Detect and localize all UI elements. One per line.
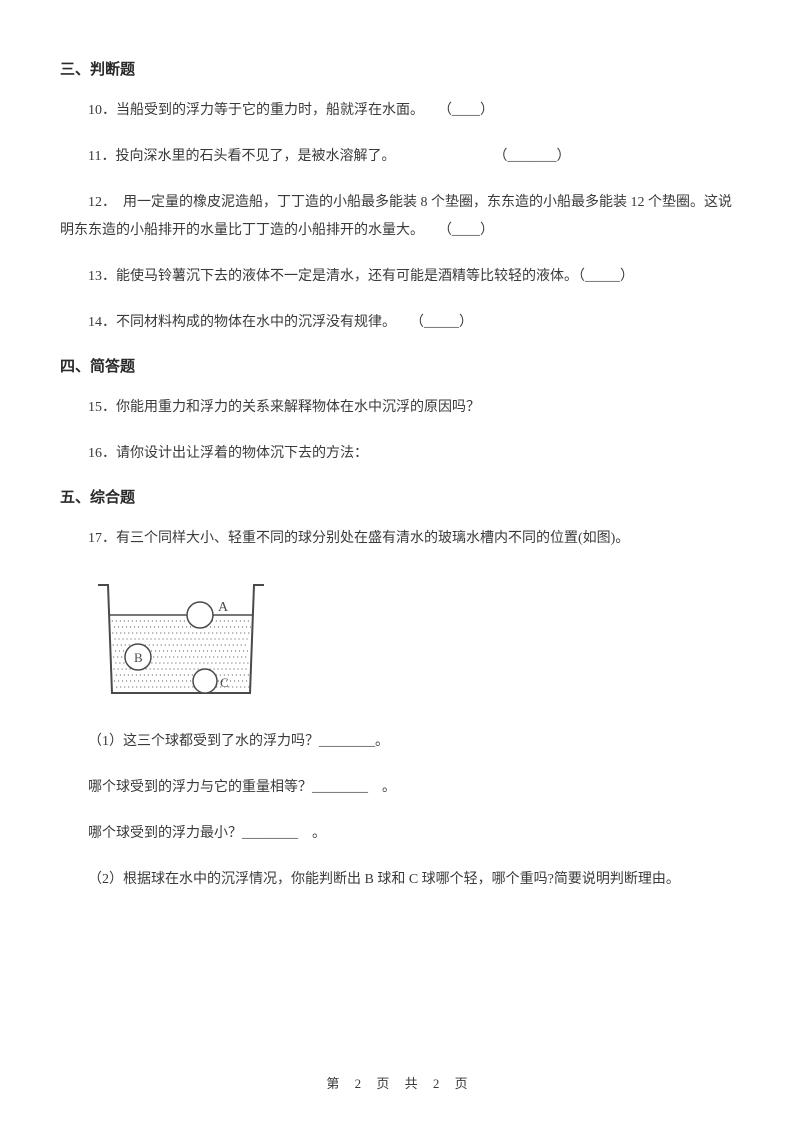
question-17-1c: 哪个球受到的浮力最小？________ 。 <box>60 820 740 848</box>
beaker-svg: A B C <box>90 573 275 703</box>
question-13: 13．能使马铃薯沉下去的液体不一定是清水，还有可能是酒精等比较轻的液体。（___… <box>60 263 740 291</box>
svg-text:B: B <box>134 650 143 665</box>
svg-text:A: A <box>218 600 229 615</box>
question-11: 11．投向深水里的石头看不见了，是被水溶解了。 （_______） <box>60 143 740 171</box>
page-footer: 第 2 页 共 2 页 <box>0 1073 800 1092</box>
section-3-title: 三、判断题 <box>60 58 740 79</box>
question-12-text: 12． 用一定量的橡皮泥造船，丁丁造的小船最多能装 8 个垫圈，东东造的小船最多… <box>60 195 732 238</box>
section-4-title: 四、简答题 <box>60 355 740 376</box>
question-16: 16．请你设计出让浮着的物体沉下去的方法： <box>60 440 740 468</box>
question-17: 17．有三个同样大小、轻重不同的球分别处在盛有清水的玻璃水槽内不同的位置(如图)… <box>60 525 740 553</box>
section-5-title: 五、综合题 <box>60 486 740 507</box>
question-10: 10．当船受到的浮力等于它的重力时，船就浮在水面。 （____） <box>60 97 740 125</box>
question-12: 12． 用一定量的橡皮泥造船，丁丁造的小船最多能装 8 个垫圈，东东造的小船最多… <box>60 189 740 245</box>
question-17-2: （2）根据球在水中的沉浮情况，你能判断出 B 球和 C 球哪个轻，哪个重吗?简要… <box>60 866 740 894</box>
svg-text:C: C <box>220 675 229 690</box>
beaker-diagram: A B C <box>90 573 740 708</box>
question-17-1: （1）这三个球都受到了水的浮力吗？________。 <box>60 728 740 756</box>
question-17-1b: 哪个球受到的浮力与它的重量相等？________ 。 <box>60 774 740 802</box>
question-14: 14．不同材料构成的物体在水中的沉浮没有规律。 （_____） <box>60 309 740 337</box>
question-15: 15．你能用重力和浮力的关系来解释物体在水中沉浮的原因吗？ <box>60 394 740 422</box>
